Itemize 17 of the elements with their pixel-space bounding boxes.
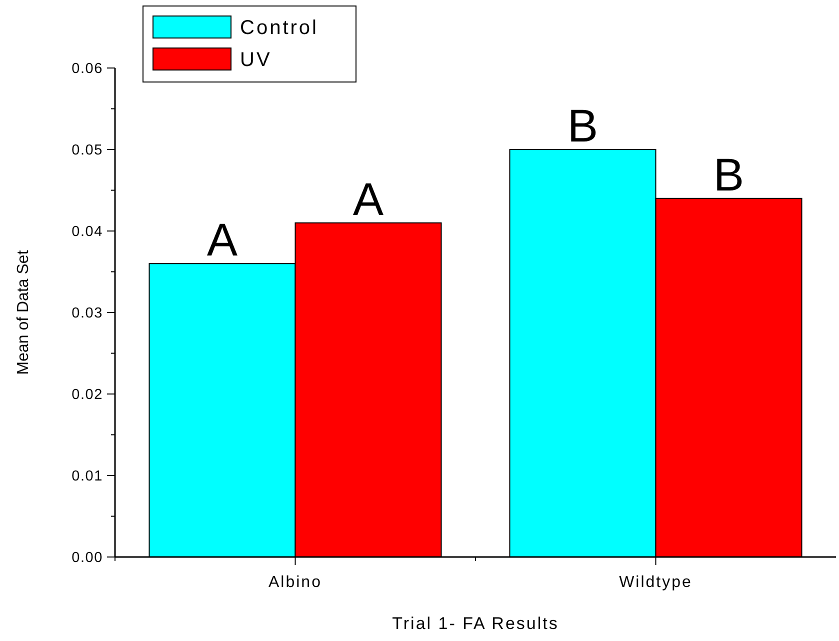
y-tick-label: 0.03 [72,306,103,322]
x-tick-label: Albino [268,574,322,591]
y-tick-label: 0.02 [72,387,103,404]
y-tick-label: 0.04 [72,224,103,240]
y-tick-label: 0.01 [72,468,103,485]
y-axis-title: Mean of Data Set [15,250,32,375]
annotation: A [206,214,238,266]
text: 0.00 [72,550,103,566]
y-tick-label: 0.05 [72,142,103,159]
legend-label: Control [240,17,318,39]
legend-label: UV [240,49,272,71]
y-tick-label: 0.06 [72,61,103,78]
annotation: A [352,172,384,225]
x-axis-title: Trial 1- FA Results [392,614,559,633]
x-tick-label: Wildtype [619,574,692,591]
annotation: B [713,148,744,200]
annotation: B [567,100,598,152]
